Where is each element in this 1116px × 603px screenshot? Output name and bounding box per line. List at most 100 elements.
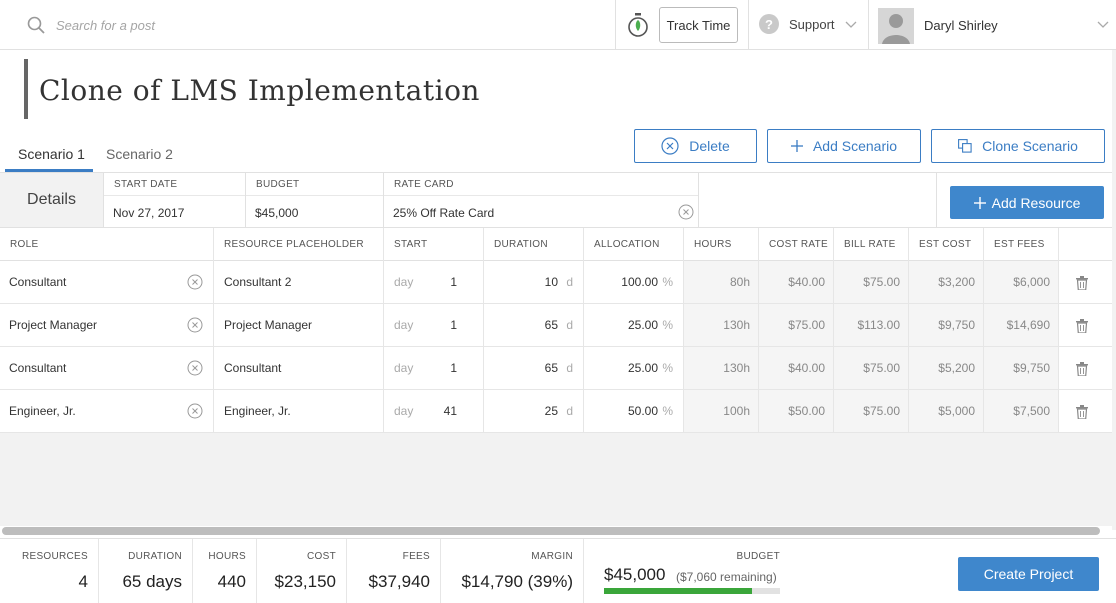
stopwatch-icon[interactable] bbox=[626, 12, 650, 38]
tab-scenario-1[interactable]: Scenario 1 bbox=[18, 146, 85, 162]
budget-summary-label: BUDGET bbox=[736, 551, 780, 562]
margin-label: MARGIN bbox=[531, 551, 573, 562]
duration-cell[interactable]: 10 d bbox=[484, 261, 584, 303]
search-icon[interactable] bbox=[27, 16, 45, 34]
track-time-button[interactable]: Track Time bbox=[659, 7, 738, 43]
rate-card-label: RATE CARD bbox=[394, 179, 454, 190]
allocation-cell[interactable]: 50.00% bbox=[584, 390, 684, 432]
delete-button[interactable]: Delete bbox=[634, 129, 757, 163]
clear-role-icon[interactable] bbox=[187, 403, 203, 419]
search-input[interactable] bbox=[56, 14, 456, 36]
clone-scenario-button[interactable]: Clone Scenario bbox=[931, 129, 1105, 163]
allocation-cell[interactable]: 25.00% bbox=[584, 347, 684, 389]
summary-duration: DURATION 65 days bbox=[99, 539, 193, 603]
allocation-cell[interactable]: 100.00% bbox=[584, 261, 684, 303]
role-value[interactable]: Engineer, Jr. bbox=[9, 404, 76, 418]
role-cell[interactable]: Consultant bbox=[0, 347, 214, 389]
clear-role-icon[interactable] bbox=[187, 317, 203, 333]
header-role[interactable]: ROLE bbox=[0, 228, 214, 261]
header-hours[interactable]: HOURS bbox=[684, 228, 759, 261]
role-cell[interactable]: Project Manager bbox=[0, 304, 214, 346]
role-value[interactable]: Project Manager bbox=[9, 318, 98, 332]
duration-value[interactable]: 65 bbox=[544, 318, 558, 332]
duration-cell[interactable]: 65 d bbox=[484, 347, 584, 389]
allocation-value[interactable]: 50.00 bbox=[627, 404, 658, 418]
bill-rate-cell: $75.00 bbox=[834, 261, 909, 303]
clear-role-icon[interactable] bbox=[187, 274, 203, 290]
support-menu-label[interactable]: Support bbox=[789, 17, 835, 32]
placeholder-cell[interactable]: Project Manager bbox=[214, 304, 384, 346]
duration-value[interactable]: 25 bbox=[544, 404, 558, 418]
summary-margin: MARGIN $14,790 (39%) bbox=[441, 539, 584, 603]
duration-value[interactable]: 65 bbox=[544, 361, 558, 375]
start-date-field[interactable]: START DATE Nov 27, 2017 bbox=[104, 173, 246, 227]
budget-label: BUDGET bbox=[256, 179, 300, 190]
cost-value: $23,150 bbox=[274, 572, 336, 591]
start-cell[interactable]: day 1 bbox=[384, 347, 484, 389]
placeholder-cell[interactable]: Consultant bbox=[214, 347, 384, 389]
allocation-cell[interactable]: 25.00% bbox=[584, 304, 684, 346]
start-value[interactable]: 1 bbox=[450, 318, 457, 332]
clone-icon bbox=[958, 139, 972, 153]
trash-icon[interactable] bbox=[1076, 362, 1088, 377]
budget-field[interactable]: BUDGET $45,000 bbox=[246, 173, 384, 227]
trash-icon[interactable] bbox=[1076, 319, 1088, 334]
allocation-value[interactable]: 25.00 bbox=[627, 318, 658, 332]
fees-value: $37,940 bbox=[368, 572, 430, 591]
start-value[interactable]: 41 bbox=[443, 404, 457, 418]
header-start[interactable]: START bbox=[384, 228, 484, 261]
rate-card-field[interactable]: RATE CARD 25% Off Rate Card bbox=[384, 173, 699, 227]
budget-summary-value: $45,000 bbox=[604, 565, 666, 584]
avatar[interactable] bbox=[878, 8, 914, 44]
header-est-fees[interactable]: EST FEES bbox=[984, 228, 1059, 261]
cost-rate-cell: $75.00 bbox=[759, 304, 834, 346]
details-label: Details bbox=[0, 173, 104, 227]
placeholder-cell[interactable]: Engineer, Jr. bbox=[214, 390, 384, 432]
trash-icon[interactable] bbox=[1076, 276, 1088, 291]
start-cell[interactable]: day 41 bbox=[384, 390, 484, 432]
header-duration[interactable]: DURATION bbox=[484, 228, 584, 261]
resources-value: 4 bbox=[78, 572, 88, 591]
chevron-down-icon[interactable] bbox=[845, 21, 857, 29]
add-scenario-button[interactable]: Add Scenario bbox=[767, 129, 921, 163]
help-icon[interactable]: ? bbox=[759, 14, 779, 34]
header-resource-placeholder[interactable]: RESOURCE PLACEHOLDER bbox=[214, 228, 384, 261]
start-date-value[interactable]: Nov 27, 2017 bbox=[113, 206, 185, 220]
user-name[interactable]: Daryl Shirley bbox=[924, 18, 998, 33]
duration-cell[interactable]: 65 d bbox=[484, 304, 584, 346]
header-cost-rate[interactable]: COST RATE bbox=[759, 228, 834, 261]
vertical-scrollbar[interactable] bbox=[1112, 50, 1116, 530]
duration-label: DURATION bbox=[128, 551, 182, 562]
tab-scenario-2[interactable]: Scenario 2 bbox=[106, 146, 173, 162]
placeholder-value[interactable]: Consultant bbox=[224, 361, 282, 375]
header-est-cost[interactable]: EST COST bbox=[909, 228, 984, 261]
clear-role-icon[interactable] bbox=[187, 360, 203, 376]
placeholder-value[interactable]: Project Manager bbox=[224, 318, 313, 332]
role-cell[interactable]: Consultant bbox=[0, 261, 214, 303]
budget-value[interactable]: $45,000 bbox=[255, 206, 299, 220]
rate-card-value[interactable]: 25% Off Rate Card bbox=[393, 206, 495, 220]
role-value[interactable]: Consultant bbox=[9, 361, 67, 375]
placeholder-cell[interactable]: Consultant 2 bbox=[214, 261, 384, 303]
cost-rate-cell: $50.00 bbox=[759, 390, 834, 432]
create-project-button[interactable]: Create Project bbox=[958, 557, 1099, 591]
add-resource-button[interactable]: Add Resource bbox=[950, 186, 1104, 219]
chevron-down-icon[interactable] bbox=[1097, 21, 1109, 29]
start-cell[interactable]: day 1 bbox=[384, 261, 484, 303]
role-cell[interactable]: Engineer, Jr. bbox=[0, 390, 214, 432]
allocation-value[interactable]: 100.00 bbox=[621, 275, 658, 289]
role-value[interactable]: Consultant bbox=[9, 275, 67, 289]
header-allocation[interactable]: ALLOCATION bbox=[584, 228, 684, 261]
duration-value[interactable]: 10 bbox=[544, 275, 558, 289]
clear-icon[interactable] bbox=[678, 204, 694, 220]
placeholder-value[interactable]: Engineer, Jr. bbox=[224, 404, 291, 418]
start-value[interactable]: 1 bbox=[450, 361, 457, 375]
start-cell[interactable]: day 1 bbox=[384, 304, 484, 346]
trash-icon[interactable] bbox=[1076, 405, 1088, 420]
duration-cell[interactable]: 25 d bbox=[484, 390, 584, 432]
horizontal-scrollbar[interactable] bbox=[2, 527, 1100, 535]
header-bill-rate[interactable]: BILL RATE bbox=[834, 228, 909, 261]
placeholder-value[interactable]: Consultant 2 bbox=[224, 275, 292, 289]
allocation-value[interactable]: 25.00 bbox=[627, 361, 658, 375]
start-value[interactable]: 1 bbox=[450, 275, 457, 289]
